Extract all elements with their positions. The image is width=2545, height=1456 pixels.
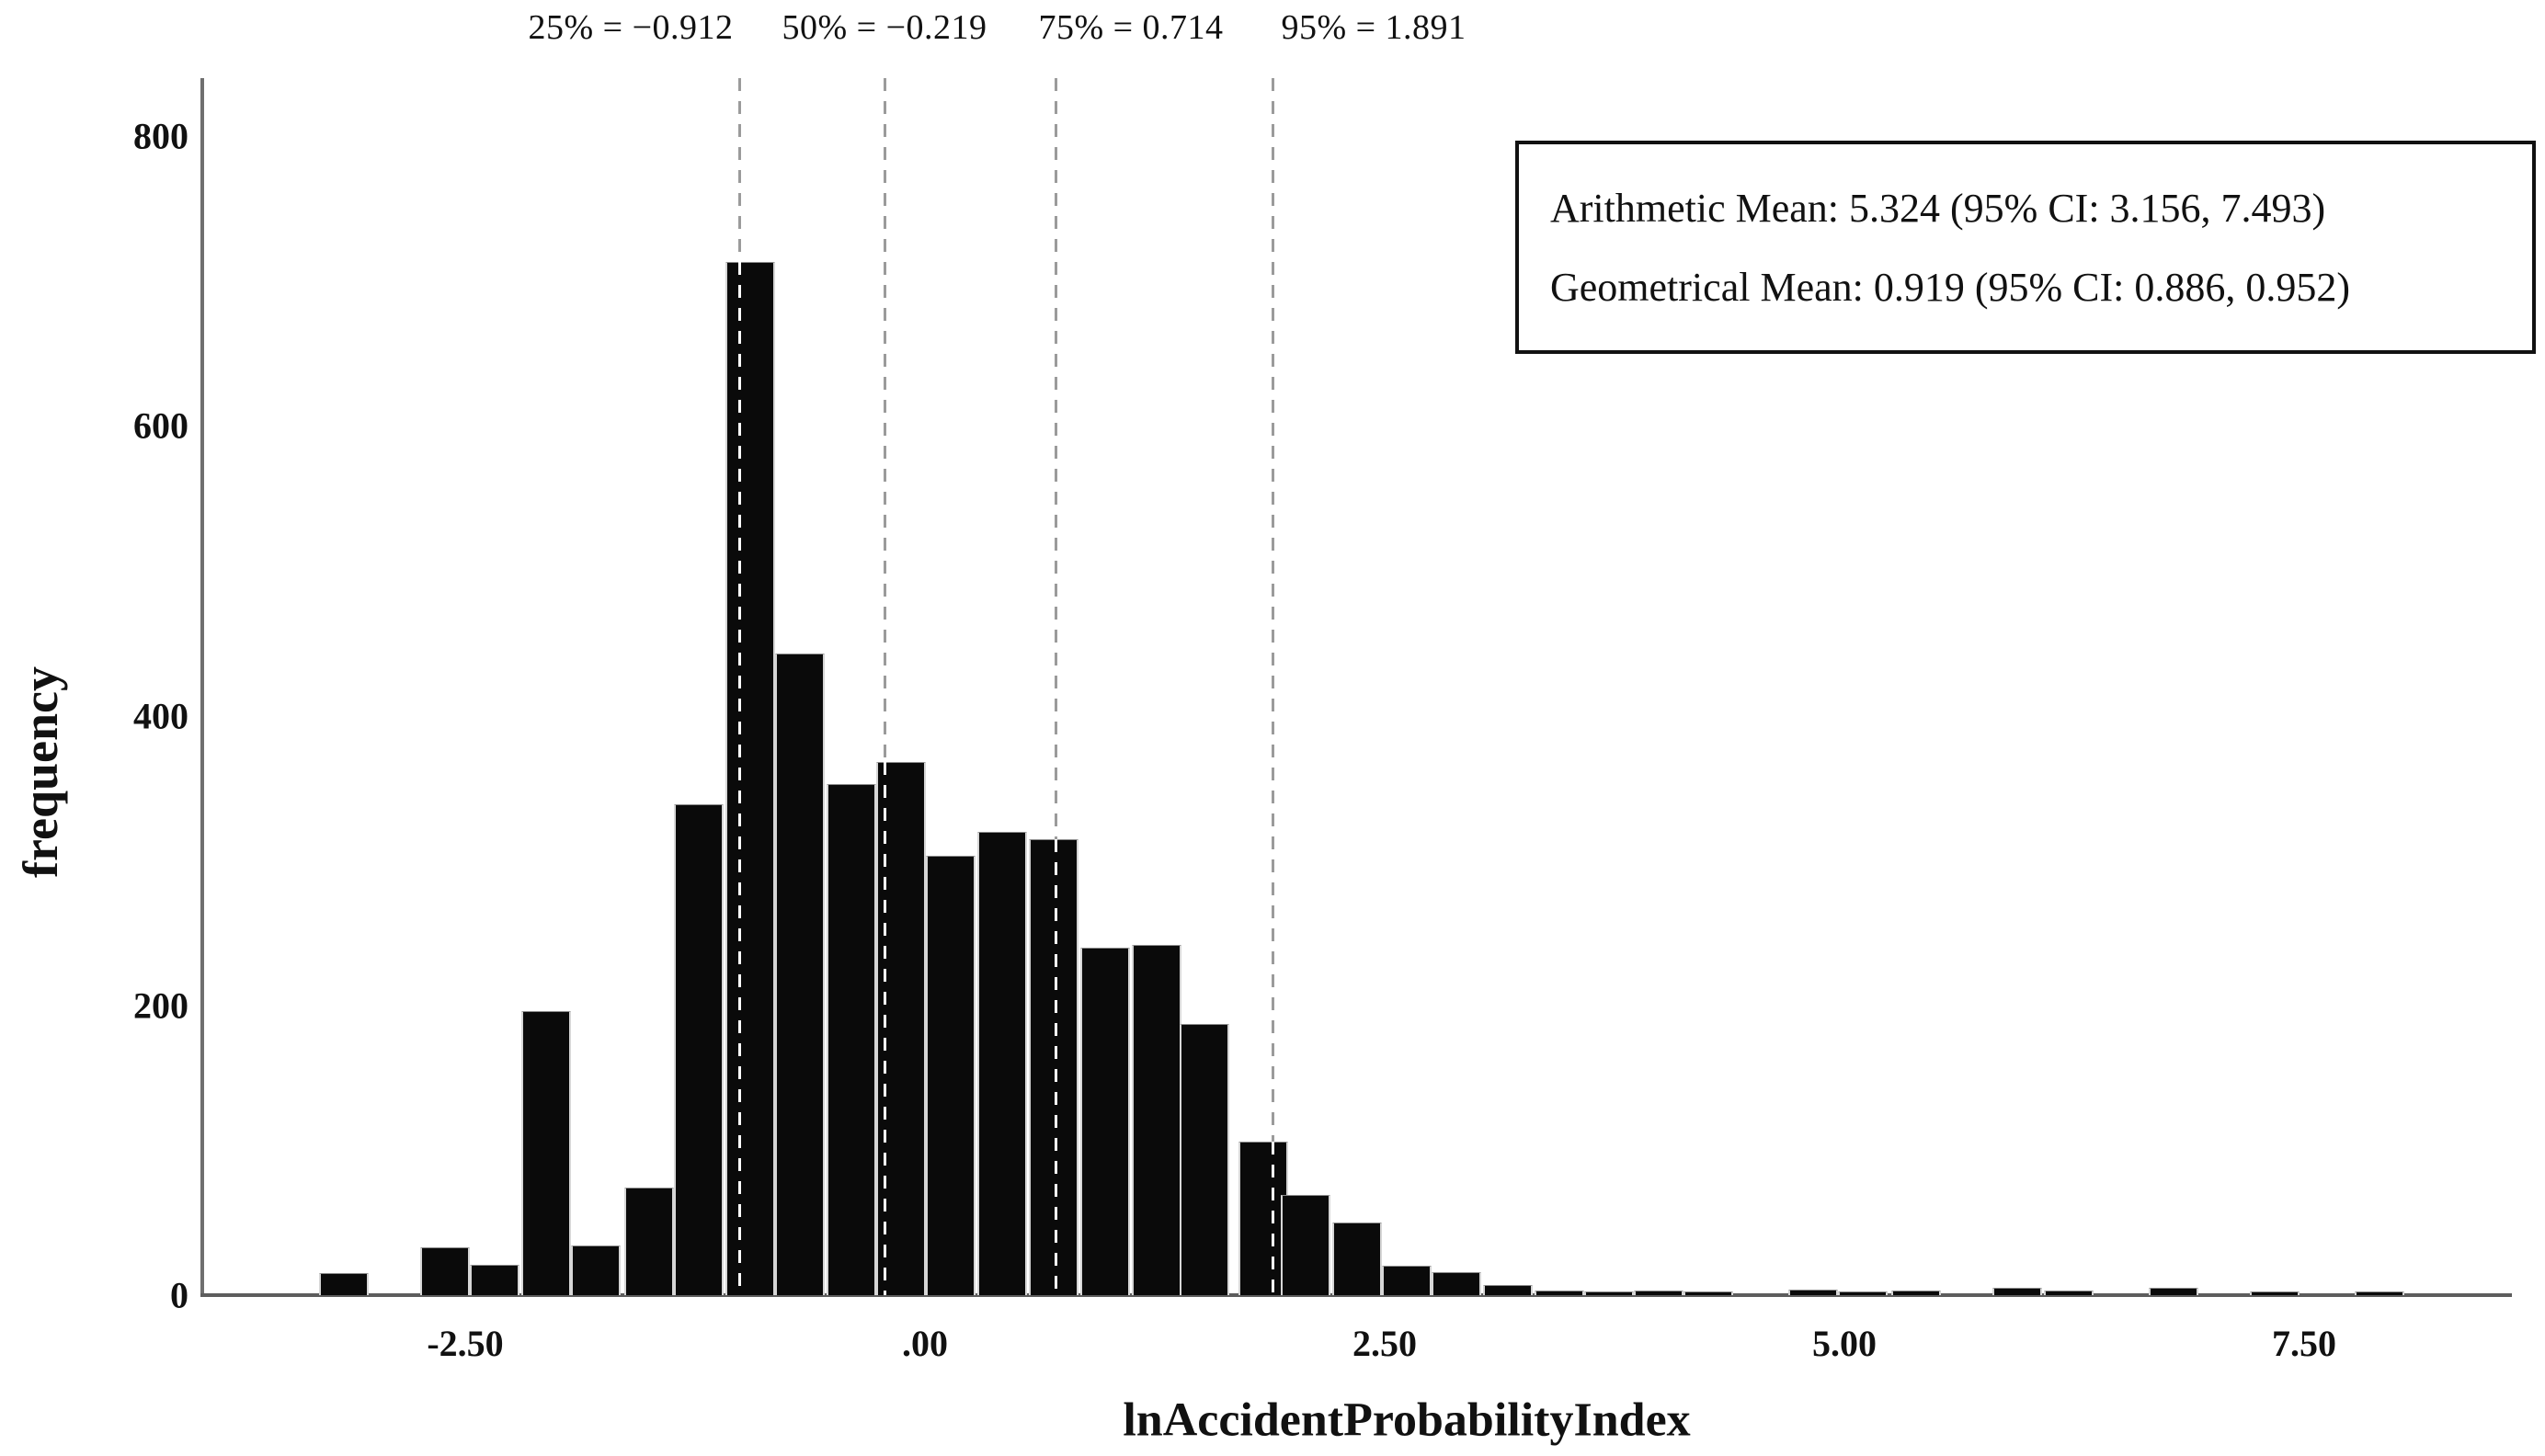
histogram-bar	[1583, 1291, 1635, 1295]
percentile-line-above-bar	[1055, 78, 1058, 839]
histogram-bar	[826, 783, 877, 1295]
histogram-bar	[1534, 1291, 1585, 1295]
mean-annotation-box: Arithmetic Mean: 5.324 (95% CI: 3.156, 7…	[1515, 141, 2536, 354]
percentile-label: 50% = −0.219	[782, 8, 987, 47]
x-axis-tick-label: -2.50	[427, 1323, 504, 1364]
histogram-bar	[318, 1273, 370, 1295]
arithmetic-mean-text: Arithmetic Mean: 5.324 (95% CI: 3.156, 7…	[1550, 185, 2326, 231]
histogram-bar	[1079, 947, 1131, 1295]
histogram-bar	[1633, 1291, 1684, 1295]
histogram-bar	[774, 653, 826, 1295]
y-axis-tick-label: 800	[133, 115, 188, 157]
histogram-bar	[1991, 1288, 2043, 1295]
x-axis-line	[200, 1293, 2512, 1297]
y-axis-tick-label: 0	[170, 1274, 188, 1316]
histogram-bar	[925, 856, 976, 1295]
histogram-bar	[1331, 1223, 1383, 1295]
histogram-bar	[725, 262, 776, 1295]
histogram-bar	[1381, 1266, 1432, 1295]
histogram-bar	[1482, 1284, 1534, 1295]
histogram-bar	[1787, 1289, 1839, 1295]
percentile-line-above-bar	[883, 78, 886, 762]
histogram-bar	[520, 1011, 572, 1295]
percentile-label: 75% = 0.714	[1038, 8, 1224, 47]
percentile-line-inside-bar	[883, 761, 886, 1295]
y-axis-tick-label: 400	[133, 695, 188, 737]
x-axis-tick-label: 7.50	[2272, 1323, 2336, 1364]
histogram-bar	[2043, 1291, 2094, 1295]
percentile-line-above-bar	[1271, 78, 1274, 1142]
percentile-line	[1271, 78, 1274, 1295]
percentile-line	[883, 78, 886, 1295]
y-axis-tick-label: 200	[133, 984, 188, 1027]
histogram-bar	[1238, 1141, 1289, 1295]
geometrical-mean-text: Geometrical Mean: 0.919 (95% CI: 0.886, …	[1550, 264, 2351, 310]
y-axis-tick-label: 600	[133, 404, 188, 447]
plot-area	[202, 78, 2510, 1295]
histogram-bar	[419, 1247, 471, 1295]
x-axis-tick-label: 2.50	[1352, 1323, 1417, 1364]
percentile-line	[1055, 78, 1058, 1295]
y-axis-title: frequency	[13, 666, 68, 878]
histogram-bar	[1431, 1271, 1482, 1295]
percentile-line-above-bar	[737, 78, 741, 263]
histogram-bar	[976, 831, 1028, 1295]
histogram-bar	[2148, 1288, 2199, 1295]
histogram-bar	[2249, 1291, 2300, 1295]
histogram-bar	[1028, 838, 1079, 1295]
histogram-bar	[570, 1246, 622, 1295]
y-axis-line	[200, 78, 204, 1297]
percentile-line-inside-bar	[1271, 1141, 1274, 1295]
histogram-bar	[1837, 1291, 1889, 1295]
histogram-bar	[1280, 1195, 1331, 1295]
histogram-bar	[1131, 944, 1182, 1295]
histogram-bar	[623, 1188, 675, 1295]
histogram-bar	[673, 803, 725, 1295]
percentile-line-inside-bar	[1055, 838, 1058, 1295]
percentile-line	[737, 78, 741, 1295]
percentile-label: 25% = −0.912	[528, 8, 734, 47]
percentile-label: 95% = 1.891	[1281, 8, 1467, 47]
x-axis-title: lnAccidentProbabilityIndex	[1123, 1393, 1691, 1447]
histogram-bar	[2354, 1291, 2405, 1295]
histogram-bar	[1179, 1024, 1230, 1295]
histogram-bar	[1890, 1291, 1942, 1295]
percentile-line-inside-bar	[737, 262, 741, 1295]
x-axis-tick-label: 5.00	[1812, 1323, 1877, 1364]
histogram-bar	[469, 1264, 520, 1295]
histogram-bar	[1683, 1291, 1734, 1295]
x-axis-tick-label: .00	[902, 1323, 948, 1364]
